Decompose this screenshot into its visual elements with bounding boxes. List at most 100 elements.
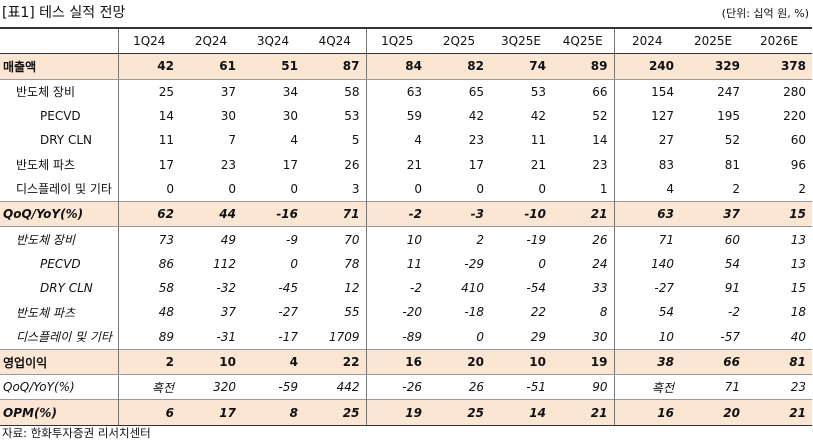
cell: 89 bbox=[552, 53, 615, 80]
cell: -10 bbox=[490, 201, 552, 228]
cell: -29 bbox=[464, 256, 484, 271]
cell: 26 bbox=[468, 380, 484, 395]
cell: 37 bbox=[220, 84, 236, 99]
cell: 320 bbox=[213, 380, 236, 395]
source: 자료: 한화투자증권 리서치센터 bbox=[2, 426, 151, 440]
cell: 127 bbox=[651, 109, 674, 124]
cell: 33 bbox=[552, 275, 615, 301]
cell: 42 bbox=[468, 109, 484, 124]
cell: 2 bbox=[118, 348, 180, 376]
cell: 3 bbox=[304, 176, 367, 202]
header-cell: 2026E bbox=[746, 27, 812, 55]
cell: 6 bbox=[118, 399, 180, 426]
cell: 0 bbox=[476, 181, 484, 196]
cell: 2 bbox=[798, 181, 806, 196]
cell: 10 bbox=[406, 232, 422, 247]
cell: 195 bbox=[717, 109, 740, 124]
cell: 0 bbox=[228, 181, 236, 196]
cell: 21 bbox=[530, 157, 546, 172]
cell: 0 bbox=[166, 181, 174, 196]
cell: 23 bbox=[552, 152, 615, 177]
cell: 49 bbox=[220, 232, 236, 247]
cell: 4 bbox=[666, 181, 674, 196]
table-row: 반도체 장비 73 49 -9 70 10 2 -19 26 71 60 13 bbox=[0, 226, 812, 252]
cell: 52 bbox=[724, 133, 740, 148]
cell: 58 bbox=[158, 281, 174, 296]
cell: 26 bbox=[304, 152, 367, 177]
cell: -17 bbox=[278, 329, 298, 344]
cell: 90 bbox=[552, 374, 615, 400]
row-label: 반도체 장비 bbox=[0, 226, 119, 252]
cell: 65 bbox=[468, 84, 484, 99]
table-row: DRY CLN 11 7 4 5 4 23 11 14 27 52 60 bbox=[0, 128, 812, 153]
header-cell: 4Q24 bbox=[304, 27, 367, 55]
cell: 흑전 bbox=[151, 380, 174, 395]
table-row: 영업이익 2 10 4 22 16 20 10 19 38 66 81 bbox=[0, 348, 812, 376]
cell: 240 bbox=[614, 53, 680, 80]
cell: 13 bbox=[790, 256, 806, 271]
row-label: DRY CLN bbox=[0, 275, 119, 301]
cell: 81 bbox=[724, 157, 740, 172]
cell: -89 bbox=[402, 329, 422, 344]
row-label: 디스플레이 및 기타 bbox=[0, 324, 119, 350]
cell: 18 bbox=[790, 305, 806, 320]
cell: 84 bbox=[366, 53, 428, 80]
cell: 247 bbox=[717, 84, 740, 99]
cell: -27 bbox=[654, 281, 674, 296]
cell: 42 bbox=[118, 53, 180, 80]
cell: 24 bbox=[552, 251, 615, 276]
row-label: OPM(%) bbox=[0, 399, 119, 426]
cell: -54 bbox=[526, 281, 546, 296]
cell: 16 bbox=[614, 399, 680, 426]
table-row: 매출액 42 61 51 87 84 82 74 89 240 329 378 bbox=[0, 53, 812, 80]
row-label: DRY CLN bbox=[0, 128, 119, 153]
cell: 87 bbox=[304, 53, 367, 80]
cell: 23 bbox=[220, 157, 236, 172]
cell: 0 bbox=[290, 256, 298, 271]
header-cell: 3Q25E bbox=[490, 27, 552, 55]
cell: -59 bbox=[278, 380, 298, 395]
cell: 17 bbox=[180, 399, 242, 426]
cell: 0 bbox=[414, 181, 422, 196]
cell: 59 bbox=[406, 109, 422, 124]
row-label: PECVD bbox=[0, 103, 119, 129]
cell: 53 bbox=[530, 84, 546, 99]
cell: -27 bbox=[278, 305, 298, 320]
cell: 22 bbox=[304, 348, 367, 376]
row-label: QoQ/YoY(%) bbox=[0, 201, 119, 228]
unit: (단위: 십억 원, %) bbox=[721, 7, 809, 20]
cell: 1709 bbox=[304, 324, 367, 350]
cell: 66 bbox=[552, 79, 615, 104]
header-cell: 2Q24 bbox=[180, 27, 242, 55]
cell: 89 bbox=[158, 329, 174, 344]
header-cell: 4Q25E bbox=[552, 27, 615, 55]
header-cell: 2025E bbox=[680, 27, 746, 55]
cell: 27 bbox=[658, 133, 674, 148]
cell: 71 bbox=[658, 232, 674, 247]
cell: 38 bbox=[614, 348, 680, 376]
table-row: QoQ/YoY(%) 흑전 320 -59 442 -26 26 -51 90 흑전 71 23 bbox=[0, 374, 812, 400]
table-row: 반도체 파츠 48 37 -27 55 -20 -18 22 8 54 -2 18 bbox=[0, 300, 812, 325]
cell: 410 bbox=[461, 281, 484, 296]
cell: 154 bbox=[651, 84, 674, 99]
table-row: 반도체 장비 25 37 34 58 63 65 53 66 154 247 280 bbox=[0, 79, 812, 104]
cell: -51 bbox=[526, 380, 546, 395]
cell: 37 bbox=[220, 305, 236, 320]
header-cell: 3Q24 bbox=[242, 27, 304, 55]
cell: 140 bbox=[651, 256, 674, 271]
cell: -32 bbox=[216, 281, 236, 296]
cell: 17 bbox=[158, 157, 174, 172]
cell: 53 bbox=[304, 103, 367, 129]
cell: 23 bbox=[468, 133, 484, 148]
table-row: 반도체 파츠 17 23 17 26 21 17 21 23 83 81 96 bbox=[0, 152, 812, 177]
cell: 112 bbox=[213, 256, 236, 271]
cell: 25 bbox=[428, 399, 490, 426]
cell: 0 bbox=[476, 329, 484, 344]
cell: 12 bbox=[304, 275, 367, 301]
cell: 17 bbox=[468, 157, 484, 172]
cell: -19 bbox=[526, 232, 546, 247]
cell: 58 bbox=[304, 79, 367, 104]
header-cell: 2Q25 bbox=[428, 27, 490, 55]
cell: 91 bbox=[724, 281, 740, 296]
cell: -18 bbox=[464, 305, 484, 320]
